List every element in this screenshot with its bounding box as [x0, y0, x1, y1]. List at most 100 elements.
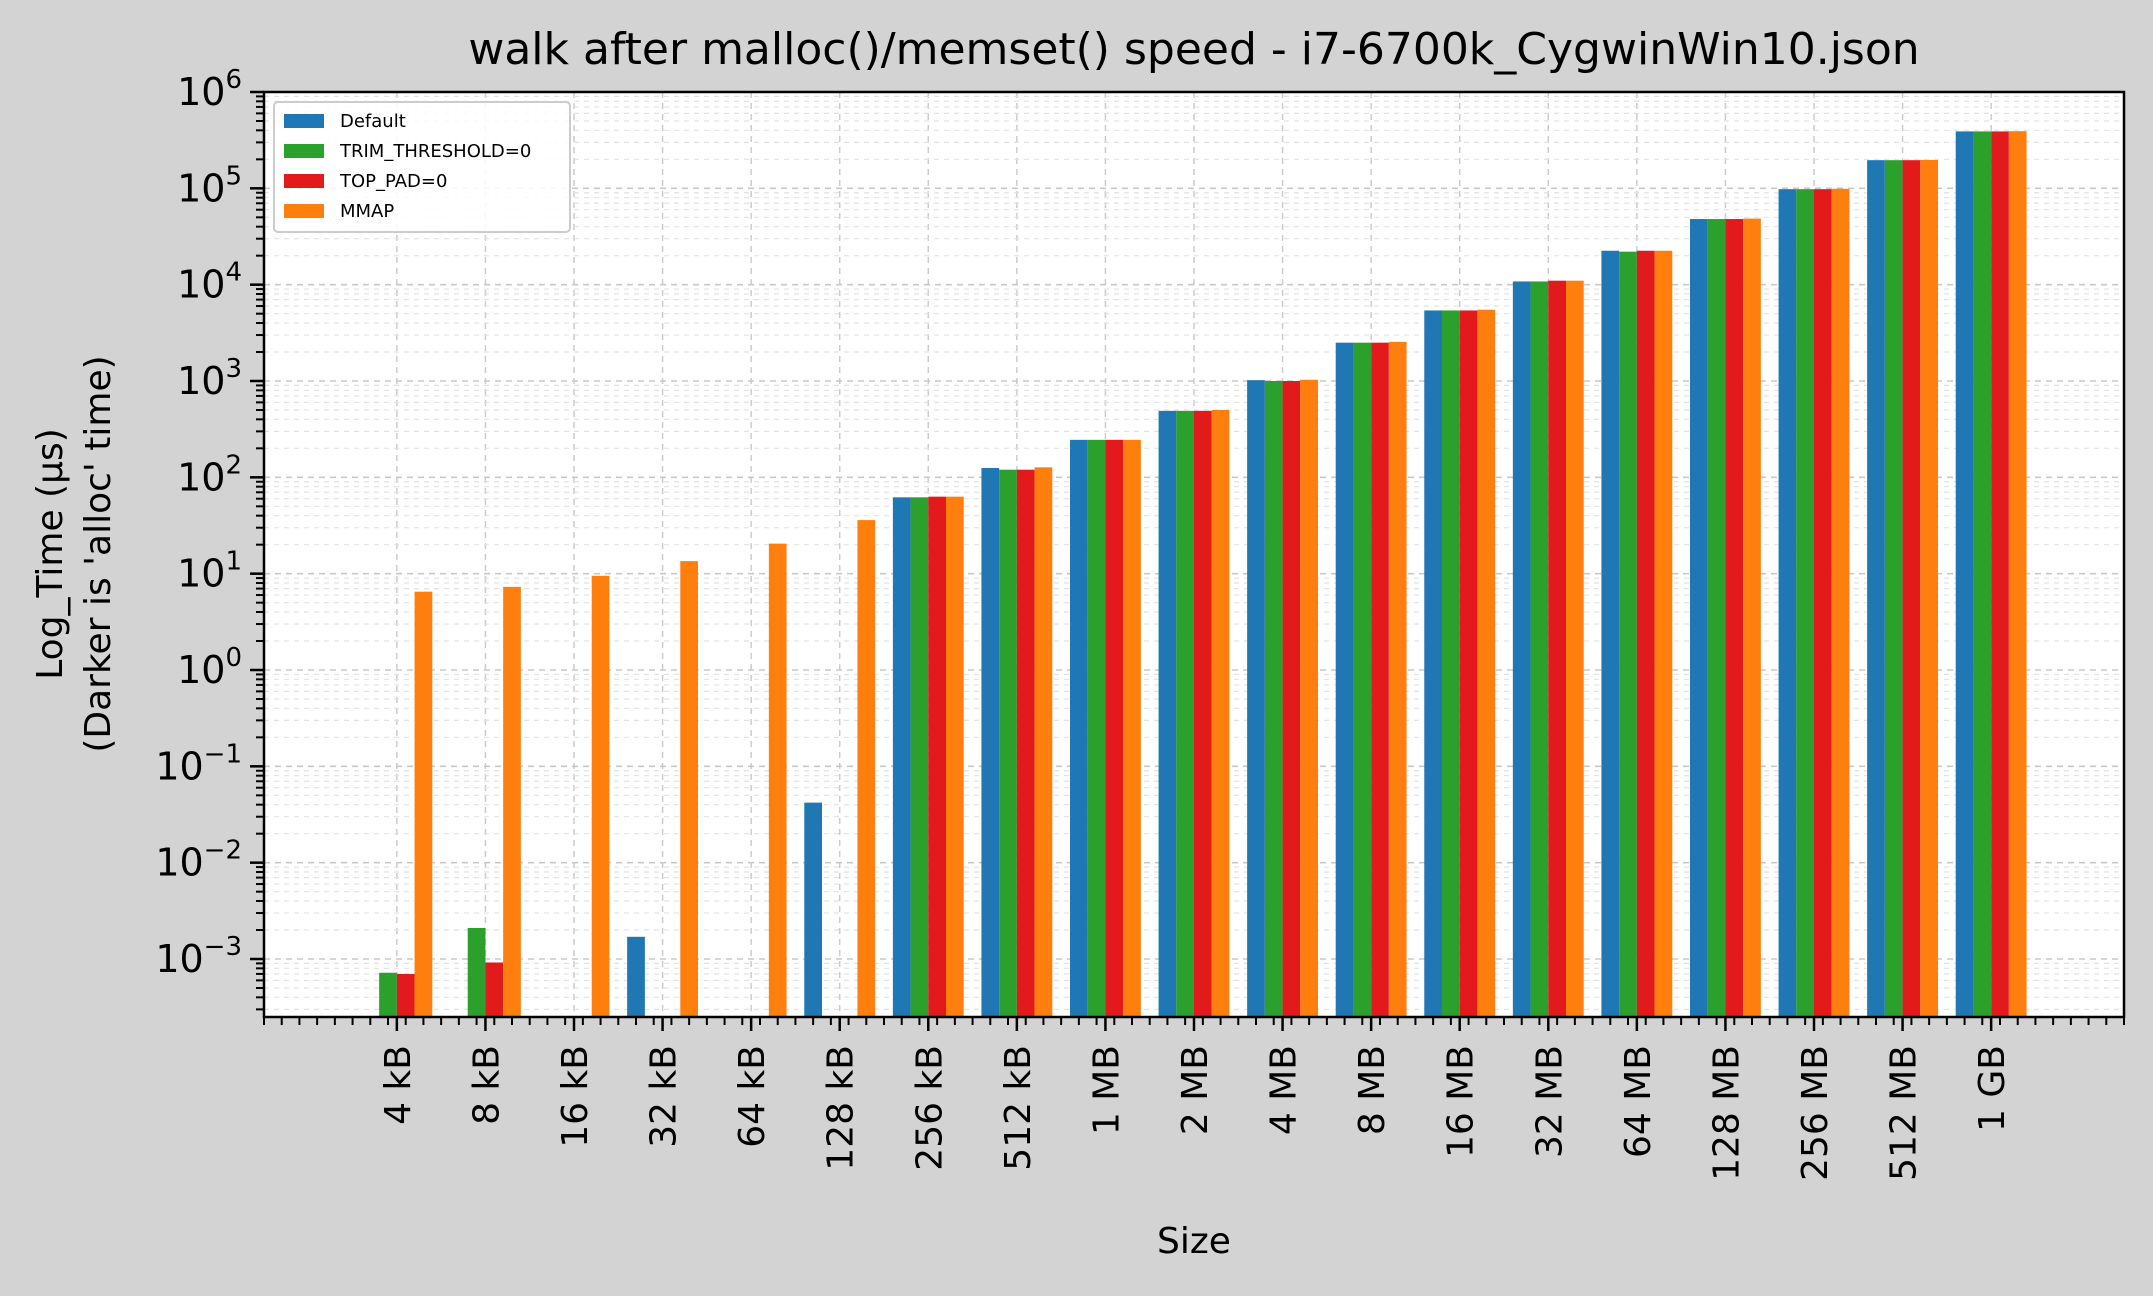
bar-mmap-8-mb	[1388, 341, 1407, 1017]
bar-trim-threshold-0-1-gb	[1973, 131, 1992, 1018]
bar-mmap-16-kb	[591, 575, 610, 1017]
bar-trim-threshold-0-16-mb	[1442, 310, 1460, 1018]
legend-label-trim-threshold: TRIM_THRESHOLD=0	[339, 141, 531, 162]
bar-top-pad-0-32-mb	[1548, 280, 1566, 1018]
x-axis-label: Size	[1157, 1221, 1231, 1262]
legend: Default TRIM_THRESHOLD=0 TOP_PAD=0 MMAP	[273, 101, 571, 233]
x-tick-label: 512 MB	[1884, 1045, 1925, 1181]
bar-mmap-64-kb	[768, 543, 787, 1017]
bar-trim-threshold-0-4-mb	[1264, 381, 1283, 1017]
bar-top-pad-0-16-mb	[1459, 310, 1478, 1018]
legend-swatch-top-pad	[284, 174, 324, 188]
chart-title: walk after malloc()/memset() speed - i7-…	[468, 24, 1919, 75]
x-tick-label: 128 MB	[1706, 1045, 1747, 1181]
x-tick-label: 4 kB	[378, 1045, 419, 1125]
bar-mmap-512-mb	[1920, 159, 1938, 1017]
bar-mmap-4-kb	[414, 591, 433, 1017]
y-tick-label: 100	[177, 643, 242, 692]
bar-default-16-mb	[1424, 310, 1442, 1018]
y-tick-label: 105	[177, 161, 242, 210]
legend-swatch-mmap	[284, 204, 324, 218]
bar-top-pad-0-1-gb	[1991, 131, 2009, 1018]
bar-default-4-mb	[1247, 380, 1265, 1017]
bar-default-32-kb	[627, 936, 645, 1017]
bar-top-pad-0-512-mb	[1902, 160, 1921, 1017]
x-tick-label: 16 kB	[555, 1045, 596, 1148]
bar-mmap-8-kb	[503, 586, 521, 1017]
bar-mmap-1-mb	[1123, 439, 1141, 1017]
x-tick-label: 128 kB	[821, 1045, 862, 1171]
bar-mmap-1-gb	[2008, 131, 2027, 1017]
x-tick-label: 2 MB	[1175, 1045, 1216, 1135]
y-tick-label: 10−2	[155, 836, 242, 885]
y-tick-label: 101	[177, 547, 242, 596]
bar-top-pad-0-2-mb	[1194, 410, 1212, 1017]
legend-label-default: Default	[340, 111, 406, 132]
bar-mmap-16-mb	[1477, 309, 1496, 1017]
bar-default-32-mb	[1512, 281, 1531, 1018]
bar-trim-threshold-0-8-kb	[467, 927, 486, 1017]
bar-default-64-mb	[1601, 250, 1620, 1018]
bar-top-pad-0-256-mb	[1814, 189, 1832, 1017]
bar-trim-threshold-0-64-mb	[1619, 251, 1637, 1017]
y-axis-label: Log_Time (µs) (Darker is 'alloc' time)	[30, 355, 119, 752]
bar-mmap-4-mb	[1300, 379, 1318, 1018]
x-tick-label: 64 kB	[732, 1045, 773, 1148]
legend-frame	[273, 101, 571, 233]
bar-trim-threshold-0-1-mb	[1087, 439, 1106, 1017]
y-tick-label: 10−1	[155, 739, 242, 788]
bar-trim-threshold-0-256-kb	[910, 497, 929, 1017]
bar-trim-threshold-0-256-mb	[1796, 189, 1814, 1017]
bar-trim-threshold-0-512-mb	[1884, 160, 1903, 1017]
bar-mmap-128-kb	[857, 520, 876, 1017]
y-axis-label-line-1: Log_Time (µs)	[30, 428, 71, 680]
bar-top-pad-0-128-mb	[1725, 219, 1744, 1017]
bar-default-1-gb	[1955, 131, 1974, 1018]
x-tick-label: 1 GB	[1972, 1045, 2013, 1132]
bar-top-pad-0-4-kb	[396, 973, 415, 1017]
bar-trim-threshold-0-2-mb	[1176, 410, 1194, 1017]
x-tick-label: 1 MB	[1086, 1045, 1127, 1135]
y-tick-label: 10−3	[155, 932, 242, 981]
bar-trim-threshold-0-4-kb	[379, 972, 397, 1017]
y-tick-label: 104	[177, 258, 242, 307]
bar-default-8-mb	[1335, 342, 1354, 1017]
x-tick-label: 256 MB	[1795, 1045, 1836, 1181]
bar-trim-threshold-0-32-mb	[1530, 281, 1549, 1018]
x-tick-label: 4 MB	[1264, 1045, 1305, 1135]
bar-mmap-256-mb	[1831, 188, 1850, 1017]
bar-default-128-kb	[804, 802, 822, 1017]
bar-default-2-mb	[1158, 410, 1177, 1017]
bar-top-pad-0-4-mb	[1282, 381, 1301, 1017]
x-tick-label: 8 MB	[1352, 1045, 1393, 1135]
bar-mmap-512-kb	[1034, 467, 1053, 1017]
y-tick-label: 102	[177, 450, 242, 499]
bar-mmap-2-mb	[1211, 409, 1230, 1017]
x-tick-label: 32 kB	[644, 1045, 685, 1148]
bar-default-512-kb	[981, 467, 1000, 1017]
bar-trim-threshold-0-512-kb	[999, 469, 1017, 1017]
bar-top-pad-0-64-mb	[1636, 250, 1655, 1018]
bar-top-pad-0-8-mb	[1371, 342, 1389, 1017]
bar-top-pad-0-8-kb	[485, 962, 504, 1017]
y-tick-label: 103	[177, 354, 242, 403]
axis-ticks: 4 kB 8 kB 16 kB 32 kB 64 kB 128 kB 256 kB 512 k…	[155, 65, 2125, 1181]
bar-mmap-128-mb	[1743, 218, 1761, 1018]
bar-mmap-32-mb	[1566, 280, 1584, 1018]
legend-label-top-pad: TOP_PAD=0	[339, 171, 447, 192]
bar-default-256-kb	[892, 497, 911, 1017]
bar-top-pad-0-512-kb	[1016, 469, 1035, 1017]
bar-mmap-64-mb	[1654, 250, 1673, 1018]
bar-default-1-mb	[1070, 439, 1088, 1017]
x-tick-label: 32 MB	[1529, 1045, 1570, 1158]
bar-default-256-mb	[1778, 189, 1797, 1017]
bar-trim-threshold-0-8-mb	[1353, 342, 1372, 1017]
x-tick-label: 16 MB	[1441, 1045, 1482, 1158]
legend-swatch-default	[284, 114, 324, 128]
y-axis-label-line-2: (Darker is 'alloc' time)	[78, 355, 119, 752]
bar-mmap-256-kb	[946, 496, 964, 1018]
x-tick-label: 8 kB	[466, 1045, 507, 1125]
bar-top-pad-0-256-kb	[928, 496, 946, 1018]
